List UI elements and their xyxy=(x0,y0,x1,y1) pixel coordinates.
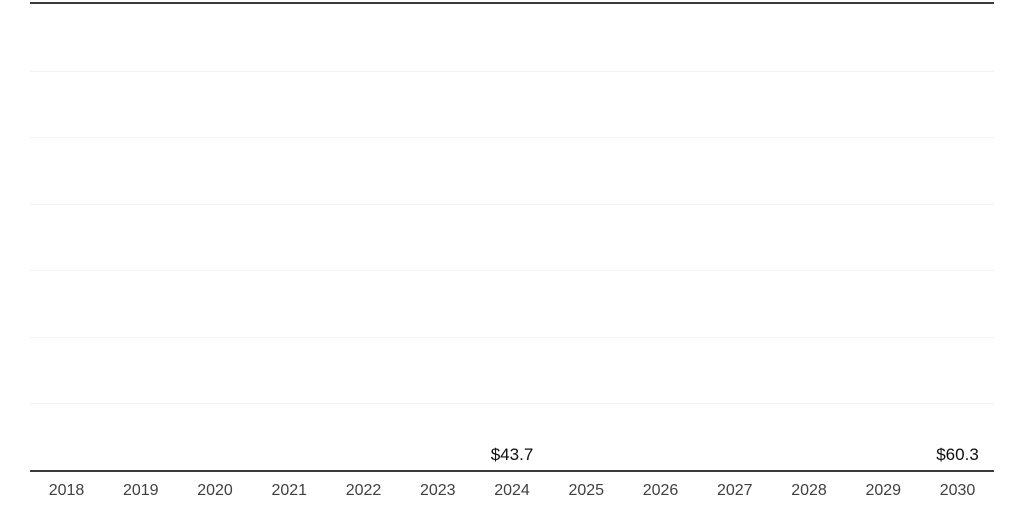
gridline xyxy=(30,203,994,205)
x-tick-label: 2020 xyxy=(197,482,233,499)
gridline xyxy=(30,403,994,405)
x-axis-tick-labels: 2018 2019 2020 2021 2022 2023 2024 2025 … xyxy=(30,482,994,500)
gridline xyxy=(30,336,994,338)
gridline xyxy=(30,137,994,139)
x-tick-label: 2023 xyxy=(419,482,456,499)
x-tick-label: 2021 xyxy=(271,482,308,499)
x-tick-label: 2024 xyxy=(494,482,530,499)
x-tick-label: 2019 xyxy=(122,482,159,499)
plot-area: $43.7 $60.3 xyxy=(30,2,994,472)
x-tick-label: 2018 xyxy=(48,482,85,499)
gridline xyxy=(30,270,994,272)
bar-series: $43.7 $60.3 xyxy=(30,4,994,470)
x-tick-label: 2027 xyxy=(716,482,753,499)
x-tick-label: 2030 xyxy=(939,482,976,499)
bar-data-label: $60.3 xyxy=(936,445,979,464)
x-tick-label: 2028 xyxy=(791,482,827,499)
x-tick-label: 2025 xyxy=(568,482,605,499)
x-tick-label: 2026 xyxy=(642,482,679,499)
x-tick-label: 2022 xyxy=(345,482,382,499)
bar-data-label: $43.7 xyxy=(490,445,534,464)
gridline xyxy=(30,70,994,72)
x-tick-label: 2029 xyxy=(865,482,902,499)
